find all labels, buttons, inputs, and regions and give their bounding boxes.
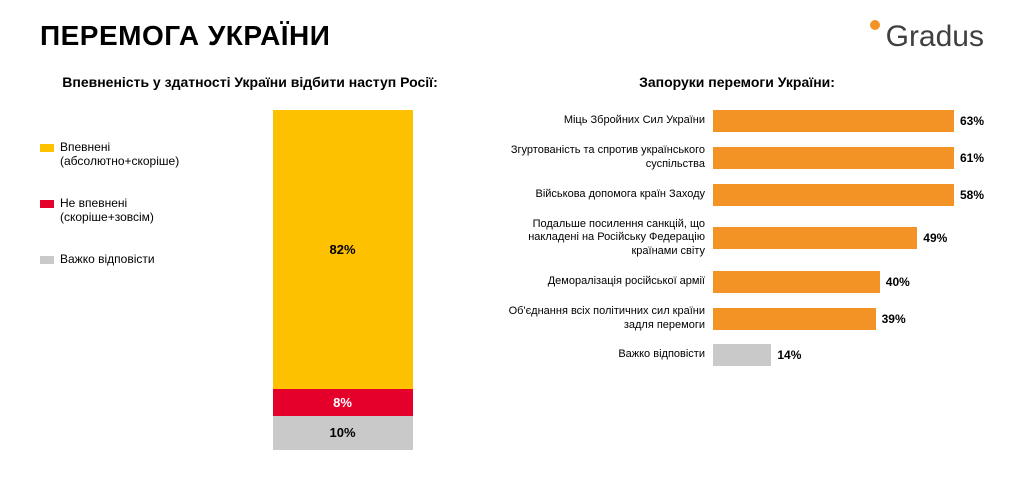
legend-item: Важко відповісти: [40, 252, 205, 266]
hbar-value: 14%: [777, 348, 801, 362]
content: Впевненість у здатності України відбити …: [0, 64, 1024, 470]
hbar-label: Важко відповісти: [490, 348, 705, 362]
legend-label: Важко відповісти: [60, 252, 155, 266]
hbar-fill: [713, 227, 917, 249]
hbar-value: 61%: [960, 151, 984, 165]
stacked-segment: 8%: [273, 389, 413, 416]
header: ПЕРЕМОГА УКРАЇНИ Gradus: [0, 0, 1024, 64]
legend-label: Не впевнені (скоріше+зовсім): [60, 196, 205, 224]
brand-logo: Gradus: [870, 20, 984, 54]
hbar-row: Деморалізація російської армії 40%: [490, 271, 984, 293]
legend: Впевнені (абсолютно+скоріше) Не впевнені …: [40, 110, 205, 450]
stacked-bar-wrap: 82% 8% 10%: [225, 110, 460, 450]
right-chart-title: Запоруки перемоги України:: [639, 74, 835, 90]
stacked-bar: 82% 8% 10%: [273, 110, 413, 450]
hbar-value: 39%: [882, 312, 906, 326]
hbar-track: 40%: [713, 271, 984, 293]
hbar-row: Важко відповісти 14%: [490, 344, 984, 366]
logo-dot-icon: [870, 20, 880, 30]
segment-value: 8%: [333, 395, 352, 410]
stacked-segment: 10%: [273, 416, 413, 450]
hbar-label: Об'єднання всіх політичних сил країни за…: [490, 305, 705, 333]
legend-swatch-icon: [40, 256, 54, 264]
hbar-value: 58%: [960, 188, 984, 202]
hbar-label: Міць Збройних Сил України: [490, 114, 705, 128]
legend-swatch-icon: [40, 144, 54, 152]
hbar-track: 49%: [713, 227, 984, 249]
hbar-row: Згуртованість та спротив українського су…: [490, 144, 984, 172]
logo-text: Gradus: [886, 20, 984, 53]
horizontal-bars: Міць Збройних Сил України 63% Згуртованіст…: [490, 110, 984, 366]
hbar-row: Подальше посилення санкцій, що накладені…: [490, 218, 984, 259]
hbar-row: Військова допомога країн Заходу 58%: [490, 184, 984, 206]
left-chart-title: Впевненість у здатності України відбити …: [62, 74, 438, 90]
hbar-fill: [713, 271, 880, 293]
hbar-value: 40%: [886, 275, 910, 289]
hbar-label: Деморалізація російської армії: [490, 275, 705, 289]
right-chart: Запоруки перемоги України: Міць Збройних…: [490, 74, 984, 450]
left-chart: Впевненість у здатності України відбити …: [40, 74, 460, 450]
legend-label: Впевнені (абсолютно+скоріше): [60, 140, 205, 168]
stacked-segment: 82%: [273, 110, 413, 389]
hbar-label: Згуртованість та спротив українського су…: [490, 144, 705, 172]
hbar-fill: [713, 110, 954, 132]
segment-value: 82%: [329, 242, 355, 257]
hbar-fill: [713, 147, 954, 169]
hbar-fill: [713, 184, 954, 206]
hbar-fill: [713, 308, 876, 330]
hbar-label: Військова допомога країн Заходу: [490, 188, 705, 202]
segment-value: 10%: [329, 425, 355, 440]
hbar-row: Міць Збройних Сил України 63%: [490, 110, 984, 132]
hbar-track: 39%: [713, 308, 984, 330]
hbar-value: 63%: [960, 114, 984, 128]
legend-item: Впевнені (абсолютно+скоріше): [40, 140, 205, 168]
hbar-fill: [713, 344, 771, 366]
hbar-track: 63%: [713, 110, 984, 132]
page-title: ПЕРЕМОГА УКРАЇНИ: [40, 20, 330, 52]
hbar-track: 58%: [713, 184, 984, 206]
hbar-label: Подальше посилення санкцій, що накладені…: [490, 218, 705, 259]
hbar-row: Об'єднання всіх політичних сил країни за…: [490, 305, 984, 333]
hbar-track: 61%: [713, 147, 984, 169]
legend-item: Не впевнені (скоріше+зовсім): [40, 196, 205, 224]
left-chart-body: Впевнені (абсолютно+скоріше) Не впевнені …: [40, 110, 460, 450]
hbar-track: 14%: [713, 344, 984, 366]
legend-swatch-icon: [40, 200, 54, 208]
hbar-value: 49%: [923, 231, 947, 245]
